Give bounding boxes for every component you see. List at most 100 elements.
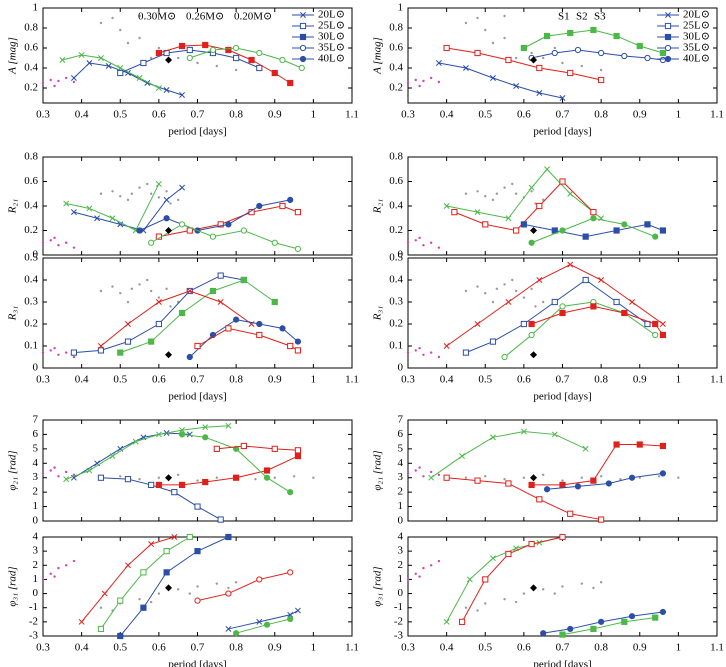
y-tick-label: 4 <box>398 457 404 469</box>
marker-square <box>505 550 512 558</box>
background-star <box>422 79 425 83</box>
marker-x <box>186 431 193 438</box>
marker-circle <box>659 470 667 477</box>
marker-square <box>299 33 307 41</box>
y-tick-label: 0 <box>33 587 39 599</box>
highlight-star <box>530 351 538 359</box>
marker-square <box>287 342 294 350</box>
y-tick-label: 0.2 <box>389 82 403 94</box>
marker-x <box>474 321 481 327</box>
x-tick-label: 1.1 <box>345 374 359 386</box>
y-tick-label: 5 <box>398 442 404 454</box>
model-track <box>189 47 302 69</box>
background-star <box>57 475 60 478</box>
background-star <box>176 56 180 60</box>
marker-square <box>70 349 78 356</box>
marker-square <box>590 625 597 633</box>
marker-circle <box>225 590 232 597</box>
background-star <box>41 351 45 354</box>
marker-square <box>117 597 124 604</box>
marker-square <box>636 441 643 448</box>
background-star <box>119 28 122 32</box>
marker-x <box>125 321 131 327</box>
marker-x <box>97 55 104 61</box>
marker-square <box>664 22 672 30</box>
background-star <box>541 56 545 60</box>
marker-square <box>582 233 589 240</box>
background-star <box>406 241 410 244</box>
marker-x <box>70 209 77 216</box>
background-star <box>495 287 499 290</box>
model-track <box>438 62 563 99</box>
marker-x <box>582 445 589 452</box>
background-star <box>514 56 518 60</box>
marker-circle <box>225 221 232 228</box>
marker-square <box>443 474 450 481</box>
marker-circle <box>559 227 566 234</box>
y-axis-label: R₂₁ <box>372 199 384 215</box>
x-tick-label: 0.9 <box>633 642 647 654</box>
x-tick-label: 0.9 <box>633 109 647 121</box>
marker-circle <box>263 621 271 628</box>
background-star <box>422 566 425 570</box>
x-tick-label: 0.6 <box>152 374 166 386</box>
background-star <box>599 68 603 72</box>
y-tick-label: 0.1 <box>389 340 403 352</box>
marker-square <box>458 618 466 625</box>
marker-x <box>86 467 93 474</box>
highlight-star <box>530 584 538 592</box>
x-tick-label: 0.3 <box>401 109 415 121</box>
legend-label: 30L⊙ <box>318 31 345 43</box>
x-tick-label: 1.1 <box>710 374 724 386</box>
marker-square <box>240 276 247 284</box>
background-star <box>49 78 52 82</box>
y-tick-label: 7 <box>398 414 404 426</box>
x-tick-label: 0.8 <box>229 374 243 386</box>
x-tick-label: 0.5 <box>113 374 127 386</box>
model-track <box>197 327 299 351</box>
marker-square <box>294 209 302 216</box>
marker-circle <box>163 215 170 222</box>
background-star <box>57 353 60 356</box>
marker-circle <box>287 569 294 576</box>
x-axis-label: period [days] <box>168 126 226 138</box>
background-star <box>418 84 421 88</box>
y-tick-label: 0 <box>33 249 39 261</box>
marker-x <box>544 166 551 173</box>
y-tick-label: 7 <box>33 414 39 426</box>
x-tick-label: 1 <box>676 642 682 654</box>
marker-square <box>186 46 193 54</box>
background-star <box>599 475 603 478</box>
x-tick-label: 0.4 <box>75 109 89 121</box>
x-tick-label: 0.9 <box>633 374 647 386</box>
marker-square <box>171 489 178 496</box>
marker-square <box>659 331 667 339</box>
marker-square <box>482 221 489 228</box>
y-tick-label: 5 <box>33 442 39 454</box>
marker-square <box>528 320 535 328</box>
x-tick-label: 0.5 <box>478 109 492 121</box>
marker-circle <box>233 445 240 452</box>
highlight-star <box>165 351 173 359</box>
marker-x <box>155 299 162 305</box>
marker-circle <box>279 56 286 64</box>
background-star <box>41 241 45 244</box>
y-tick-label: 0.6 <box>389 175 403 187</box>
background-star <box>464 476 468 479</box>
y-tick-label: 6 <box>33 428 39 440</box>
x-tick-label: 0.4 <box>440 642 454 654</box>
marker-square <box>148 481 155 489</box>
background-star <box>126 198 130 202</box>
marker-circle <box>194 597 201 604</box>
model-track <box>446 47 602 81</box>
model-track <box>446 264 664 347</box>
y-tick-label: 4 <box>33 531 39 543</box>
model-track <box>430 431 586 479</box>
marker-circle <box>287 196 294 203</box>
marker-square <box>598 76 605 84</box>
background-star <box>592 586 595 590</box>
background-star <box>138 283 141 286</box>
y-axis-label: φ₂₁ [rad] <box>7 450 19 490</box>
marker-circle <box>644 54 651 62</box>
background-star <box>429 351 433 354</box>
